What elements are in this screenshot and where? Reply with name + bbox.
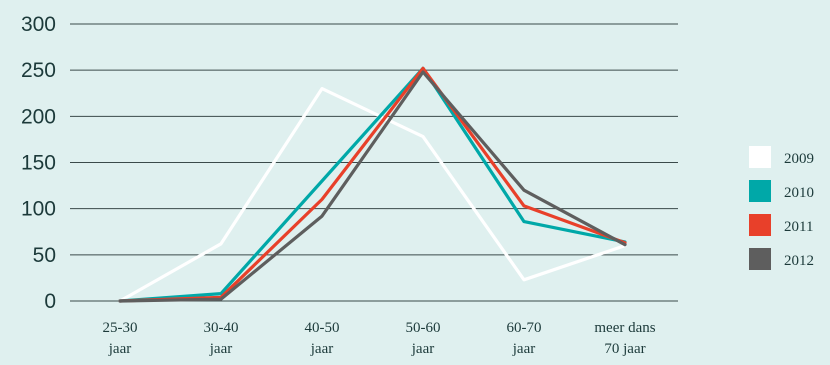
series-line-2012: [120, 72, 625, 301]
legend-label-2010: 2010: [784, 185, 814, 201]
y-tick-label: 150: [21, 152, 56, 175]
x-tick-label-line: 70 jaar: [604, 341, 645, 357]
legend-label-2009: 2009: [784, 151, 814, 167]
x-tick-label-line: jaar: [209, 341, 232, 357]
x-tick-label-line: meer dans: [594, 320, 655, 336]
y-tick-label: 100: [21, 198, 56, 221]
legend-swatch-2011: [749, 214, 771, 236]
x-tick-label-line: 25-30: [103, 320, 138, 336]
y-tick-label: 300: [21, 13, 56, 36]
x-tick-label: 50-60 jaar: [406, 320, 441, 357]
x-tick-label: 40-50 jaar: [305, 320, 340, 357]
x-tick-label-line: 50-60: [406, 320, 441, 336]
x-tick-label: 25-30 jaar: [103, 320, 138, 357]
x-tick-label-line: 60-70: [507, 320, 542, 336]
x-tick-label: 30-40 jaar: [204, 320, 239, 357]
x-tick-label-line: jaar: [512, 341, 535, 357]
series-line-2009: [120, 89, 625, 301]
x-tick-label: meer dans 70 jaar: [594, 320, 655, 357]
y-tick-label: 0: [44, 290, 56, 313]
legend-label-2012: 2012: [784, 253, 814, 269]
x-tick-label-line: jaar: [411, 341, 434, 357]
x-tick-label-line: 30-40: [204, 320, 239, 336]
legend-swatch-2010: [749, 180, 771, 202]
legend-swatch-2009: [749, 146, 771, 168]
x-tick-label: 60-70 jaar: [507, 320, 542, 357]
y-axis-ticks: 0 50 100 150 200 250 300: [21, 13, 56, 313]
series-lines: [120, 68, 625, 301]
x-tick-label-line: jaar: [108, 341, 131, 357]
legend-swatch-2012: [749, 248, 771, 270]
x-tick-label-line: jaar: [310, 341, 333, 357]
y-tick-label: 250: [21, 59, 56, 82]
series-line-2010: [120, 68, 625, 301]
y-tick-label: 200: [21, 105, 56, 128]
series-line-2011: [120, 68, 625, 301]
y-tick-label: 50: [33, 244, 56, 267]
legend-label-2011: 2011: [784, 219, 813, 235]
x-tick-label-line: 40-50: [305, 320, 340, 336]
legend: 2009 2010 2011 2012: [749, 146, 814, 270]
